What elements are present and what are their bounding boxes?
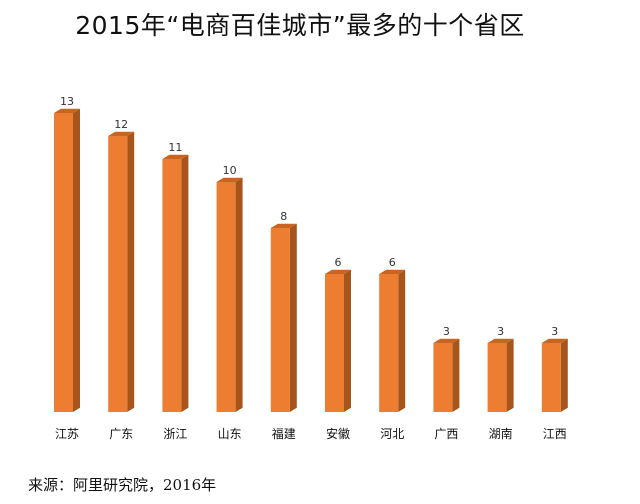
value-label: 3 (497, 325, 504, 338)
value-label: 12 (114, 118, 128, 131)
bar (487, 338, 514, 412)
value-label: 10 (223, 164, 237, 177)
category-label: 湖南 (489, 426, 513, 441)
category-label: 福建 (272, 426, 296, 441)
bar-front (216, 182, 236, 412)
category-label: 江西 (543, 427, 567, 441)
category-label: 山东 (218, 427, 242, 441)
value-label: 6 (389, 256, 396, 269)
bar-side (181, 154, 189, 413)
category-labels-group: 江苏 广东 浙江 山东 福建 安徽 河北 广西 湖南 江西 (55, 426, 567, 441)
bar-side (506, 338, 514, 412)
bar-side (344, 269, 351, 412)
bar-side (398, 269, 406, 412)
bar-side (452, 338, 460, 412)
bar-top (162, 154, 189, 159)
value-label: 11 (168, 141, 182, 154)
bar-side (127, 131, 135, 413)
bar (541, 338, 568, 412)
bar-side (73, 108, 80, 413)
bar-front (541, 343, 561, 412)
bar (325, 269, 351, 412)
bar (162, 154, 189, 413)
bar-side (289, 223, 297, 412)
bar-top (487, 338, 514, 343)
bar-front (54, 113, 73, 412)
bar-front (487, 343, 507, 412)
bar-front (325, 274, 344, 412)
bar-top (325, 269, 351, 274)
bar-top (108, 131, 135, 136)
category-label: 广西 (434, 427, 458, 441)
category-label: 河北 (380, 427, 404, 441)
bar (270, 223, 297, 412)
bar-side (560, 338, 568, 412)
chart-title: 2015年“电商百佳城市”最多的十个省区 (75, 11, 525, 40)
bars-group (54, 108, 568, 413)
bar-top (433, 338, 460, 343)
value-label: 3 (551, 325, 558, 338)
bar-top (216, 177, 243, 182)
bar-front (162, 159, 182, 412)
bar-top (270, 223, 297, 228)
bar-top (541, 338, 568, 343)
bar (379, 269, 406, 412)
category-label: 江苏 (55, 427, 79, 441)
value-label: 13 (60, 95, 74, 108)
source-note: 来源：阿里研究院，2016年 (28, 476, 217, 494)
value-label: 6 (335, 256, 342, 269)
category-label: 浙江 (163, 427, 187, 441)
bar-front (433, 343, 453, 412)
category-label: 广东 (109, 427, 133, 441)
value-labels-group: 13 12 11 10 8 6 6 3 3 3 (60, 95, 558, 338)
bar-top (379, 269, 406, 274)
bar (54, 108, 80, 413)
category-label: 安徽 (326, 426, 350, 441)
bar-front (379, 274, 399, 412)
bar (216, 177, 243, 412)
bar-front (270, 228, 290, 412)
bar (108, 131, 135, 413)
bar-side (235, 177, 243, 412)
bar-top (54, 108, 80, 113)
bar (433, 338, 460, 412)
value-label: 3 (443, 325, 450, 338)
value-label: 8 (280, 210, 287, 223)
bar-front (108, 136, 128, 412)
